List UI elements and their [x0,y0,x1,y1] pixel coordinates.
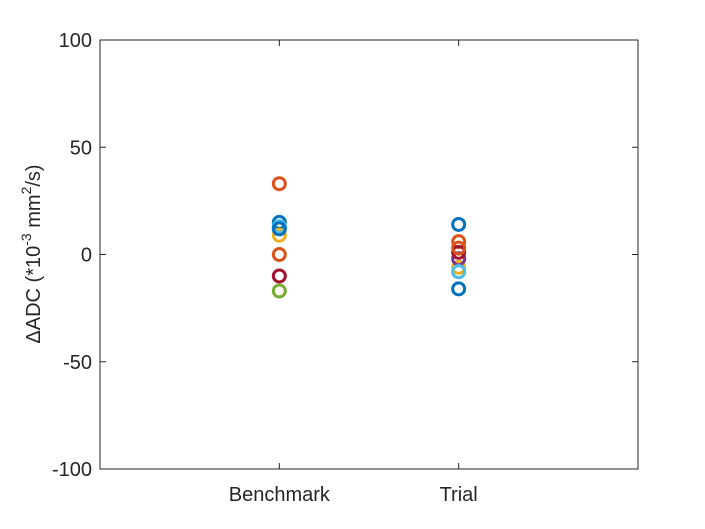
data-point [271,268,287,284]
y-axis-title-mid: mm [23,194,45,233]
data-point [451,240,467,256]
data-point [451,281,467,297]
data-point [271,247,287,262]
y-axis-title-exponent-2: 2 [18,186,34,194]
data-point [451,264,467,280]
axis-ticks [100,39,638,470]
y-tick-label: 50 [70,137,92,159]
data-point [271,176,287,192]
data-point [451,216,467,232]
axes-box [99,39,639,470]
y-axis-title-prefix: ΔADC (*10 [23,246,45,344]
y-axis-title-exponent-1: -3 [18,233,34,246]
data-markers [271,176,467,299]
y-axis-title: ΔADC (*10-3 mm2/s) [18,164,45,343]
plot-area [100,40,638,469]
y-tick-label: -100 [52,459,92,481]
y-axis-title-suffix: /s) [23,164,45,186]
data-point [271,283,287,299]
tick-labels: 100 50 0 -50 -100 Benchmark Trial [52,30,478,506]
y-tick-label: -50 [63,352,92,374]
data-point [271,227,287,243]
y-tick-label: 100 [59,30,92,52]
x-tick-label: Benchmark [229,484,331,506]
data-point [271,221,287,237]
x-tick-label: Trial [440,484,478,506]
y-tick-label: 0 [81,245,92,267]
